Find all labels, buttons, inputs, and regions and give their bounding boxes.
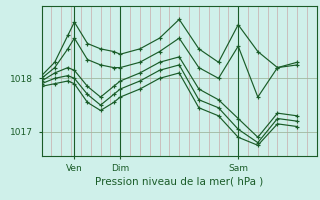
X-axis label: Pression niveau de la mer( hPa ): Pression niveau de la mer( hPa ) [95, 176, 263, 186]
